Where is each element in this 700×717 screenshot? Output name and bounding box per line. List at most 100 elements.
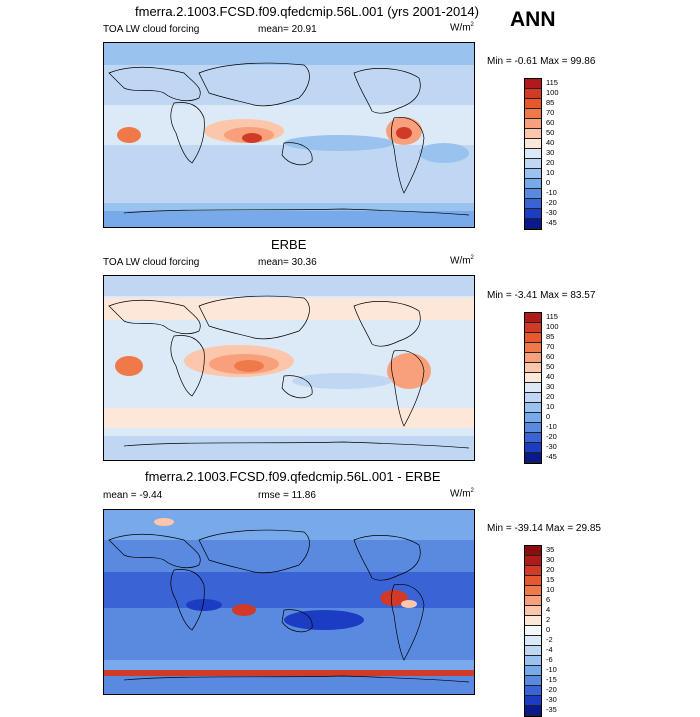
- colorbar-segment: [525, 139, 541, 149]
- colorbar-segment: [525, 393, 541, 403]
- colorbar-segment: [525, 109, 541, 119]
- colorbar-segment: [525, 383, 541, 393]
- colorbar-tick-label: -45: [546, 452, 557, 461]
- colorbar-segment: [525, 159, 541, 169]
- colorbar-segment: [525, 433, 541, 443]
- colorbar-segment: [525, 556, 541, 566]
- colorbar-segment: [525, 646, 541, 656]
- colorbar-segment: [525, 343, 541, 353]
- colorbar-tick-label: -6: [546, 655, 553, 664]
- colorbar-segment: [525, 676, 541, 686]
- colorbar-tick-label: 85: [546, 98, 555, 107]
- colorbar-segment: [525, 453, 541, 463]
- colorbar-tick-label: 100: [546, 88, 559, 97]
- panel-2-title: ERBE: [271, 237, 307, 252]
- colorbar-tick-label: 60: [546, 118, 555, 127]
- colorbar-tick-label: -20: [546, 198, 557, 207]
- colorbar-tick-label: 50: [546, 128, 555, 137]
- colorbar-segment: [525, 333, 541, 343]
- colorbar-segment: [525, 219, 541, 229]
- colorbar-segment: [525, 666, 541, 676]
- colorbar-segment: [525, 443, 541, 453]
- colorbar-tick-label: 40: [546, 372, 555, 381]
- colorbar-segment: [525, 636, 541, 646]
- colorbar-tick-label: 10: [546, 585, 555, 594]
- panel-3-units: W/m2: [450, 488, 474, 500]
- colorbar-segment: [525, 179, 541, 189]
- panel-1-map: [103, 42, 475, 228]
- colorbar-segment: [525, 363, 541, 373]
- colorbar-tick-label: 6: [546, 595, 551, 604]
- colorbar-tick-label: 115: [546, 78, 558, 87]
- panel-1-units: W/m2: [450, 22, 474, 34]
- colorbar-tick-label: -20: [546, 685, 557, 694]
- colorbar-tick-label: 50: [546, 362, 555, 371]
- colorbar-tick-label: -15: [546, 675, 557, 684]
- colorbar-segment: [525, 413, 541, 423]
- panel-3-map: [103, 509, 475, 695]
- colorbar-tick-label: -2: [546, 635, 553, 644]
- colorbar-segment: [525, 119, 541, 129]
- panel-3-map-field: [104, 510, 474, 683]
- colorbar-tick-label: -35: [546, 705, 557, 714]
- colorbar-segment: [525, 423, 541, 433]
- panel-2-colorbar: [524, 312, 542, 464]
- panel-1-minmax: Min = -0.61 Max = 99.86: [487, 56, 596, 67]
- colorbar-segment: [525, 686, 541, 696]
- panel-2-map-field: [104, 276, 474, 460]
- colorbar-segment: [525, 586, 541, 596]
- colorbar-tick-label: 15: [546, 575, 555, 584]
- colorbar-tick-label: 60: [546, 352, 555, 361]
- colorbar-segment: [525, 373, 541, 383]
- colorbar-tick-label: 10: [546, 402, 555, 411]
- colorbar-segment: [525, 616, 541, 626]
- panel-2-left-label: TOA LW cloud forcing: [103, 257, 200, 268]
- colorbar-tick-label: 100: [546, 322, 559, 331]
- colorbar-tick-label: 30: [546, 555, 555, 564]
- panel-2-minmax: Min = -3.41 Max = 83.57: [487, 290, 596, 301]
- colorbar-segment: [525, 576, 541, 586]
- colorbar-segment: [525, 129, 541, 139]
- colorbar-segment: [525, 189, 541, 199]
- colorbar-tick-label: 20: [546, 565, 555, 574]
- panel-2-map: [103, 275, 475, 461]
- panel-3-rmse: rmse = 11.86: [258, 490, 316, 501]
- colorbar-tick-label: 10: [546, 168, 555, 177]
- colorbar-tick-label: 40: [546, 138, 555, 147]
- colorbar-segment: [525, 209, 541, 219]
- colorbar-segment: [525, 313, 541, 323]
- colorbar-tick-label: -45: [546, 218, 557, 227]
- colorbar-segment: [525, 353, 541, 363]
- colorbar-tick-label: 70: [546, 108, 555, 117]
- season-label: ANN: [510, 8, 556, 31]
- colorbar-segment: [525, 149, 541, 159]
- colorbar-segment: [525, 99, 541, 109]
- colorbar-segment: [525, 546, 541, 556]
- colorbar-tick-label: -30: [546, 208, 557, 217]
- colorbar-segment: [525, 626, 541, 636]
- colorbar-segment: [525, 696, 541, 706]
- colorbar-tick-label: 30: [546, 148, 555, 157]
- colorbar-tick-label: 20: [546, 158, 555, 167]
- colorbar-segment: [525, 706, 541, 716]
- colorbar-tick-label: 35: [546, 545, 555, 554]
- colorbar-segment: [525, 656, 541, 666]
- colorbar-tick-label: 30: [546, 382, 555, 391]
- panel-1-colorbar: [524, 78, 542, 230]
- colorbar-tick-label: 115: [546, 312, 558, 321]
- colorbar-tick-label: 0: [546, 625, 551, 634]
- colorbar-segment: [525, 606, 541, 616]
- panel-3-mean: mean = -9.44: [103, 490, 163, 501]
- colorbar-tick-label: 4: [546, 605, 551, 614]
- panel-1-mean: mean= 20.91: [258, 24, 317, 35]
- colorbar-tick-label: -30: [546, 442, 557, 451]
- colorbar-segment: [525, 89, 541, 99]
- colorbar-tick-label: -20: [546, 432, 557, 441]
- panel-2-mean: mean= 30.36: [258, 257, 317, 268]
- colorbar-tick-label: -10: [546, 665, 557, 674]
- colorbar-tick-label: -10: [546, 188, 557, 197]
- panel-3-minmax: Min = -39.14 Max = 29.85: [487, 523, 601, 534]
- colorbar-segment: [525, 169, 541, 179]
- colorbar-tick-label: 0: [546, 178, 551, 187]
- colorbar-tick-label: -4: [546, 645, 553, 654]
